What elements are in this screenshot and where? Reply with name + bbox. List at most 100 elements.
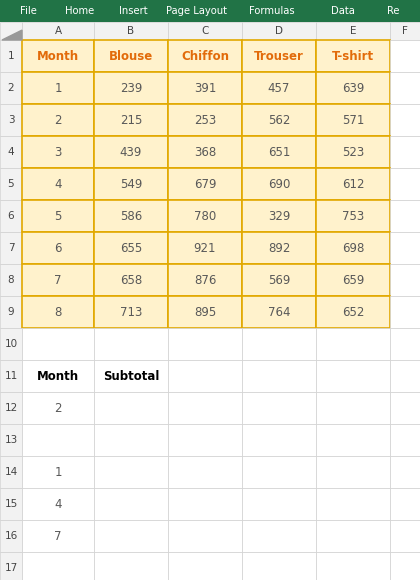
Bar [94, 104, 168, 136]
Bar [316, 520, 390, 552]
Bar [242, 328, 316, 360]
Bar [316, 40, 390, 72]
Bar [390, 168, 420, 200]
Text: Month: Month [37, 369, 79, 382]
Text: 13: 13 [4, 435, 18, 445]
Bar [0, 424, 22, 456]
Bar [316, 168, 390, 200]
Text: 4: 4 [54, 177, 62, 190]
Bar [94, 552, 168, 580]
Bar [168, 296, 242, 328]
Text: D: D [275, 26, 283, 36]
Bar [168, 328, 242, 360]
Bar [316, 264, 390, 296]
Bar [168, 264, 242, 296]
Bar [316, 296, 390, 328]
Bar [22, 104, 94, 136]
Bar [94, 40, 168, 72]
Bar [0, 520, 22, 552]
Text: 17: 17 [4, 563, 18, 573]
Text: 586: 586 [120, 209, 142, 223]
Text: Home: Home [66, 6, 94, 16]
Bar [242, 360, 316, 392]
Bar [0, 22, 22, 40]
Bar [0, 136, 22, 168]
Bar [0, 104, 22, 136]
Text: 698: 698 [342, 241, 364, 255]
Bar [22, 488, 94, 520]
Bar [0, 296, 22, 328]
Text: 895: 895 [194, 306, 216, 318]
Text: 391: 391 [194, 82, 216, 95]
Bar [94, 520, 168, 552]
Bar [22, 168, 94, 200]
Bar [316, 456, 390, 488]
Bar [242, 136, 316, 168]
Bar [0, 456, 22, 488]
Text: 876: 876 [194, 274, 216, 287]
Bar [94, 488, 168, 520]
Text: 892: 892 [268, 241, 290, 255]
Text: 7: 7 [54, 530, 62, 542]
Bar [168, 424, 242, 456]
Bar [0, 264, 22, 296]
Bar [22, 360, 94, 392]
Bar [22, 552, 94, 580]
Bar [168, 232, 242, 264]
Bar [390, 72, 420, 104]
Text: 7: 7 [54, 274, 62, 287]
Bar [390, 360, 420, 392]
Bar [94, 22, 168, 40]
Bar [22, 72, 94, 104]
Bar [0, 328, 22, 360]
Text: 549: 549 [120, 177, 142, 190]
Bar [316, 392, 390, 424]
Bar [316, 104, 390, 136]
Bar [22, 40, 94, 72]
Text: 8: 8 [54, 306, 62, 318]
Text: 713: 713 [120, 306, 142, 318]
Bar [168, 40, 242, 72]
Bar [168, 22, 242, 40]
Bar [22, 296, 94, 328]
Bar [390, 488, 420, 520]
Text: 439: 439 [120, 146, 142, 158]
Bar [390, 328, 420, 360]
Bar [0, 72, 22, 104]
Text: 652: 652 [342, 306, 364, 318]
Text: 3: 3 [54, 146, 62, 158]
Text: 5: 5 [8, 179, 14, 189]
Bar [242, 232, 316, 264]
Text: 639: 639 [342, 82, 364, 95]
Bar [242, 392, 316, 424]
Text: 2: 2 [54, 401, 62, 415]
Bar [94, 360, 168, 392]
Text: 764: 764 [268, 306, 290, 318]
Bar [94, 232, 168, 264]
Text: File: File [20, 6, 37, 16]
Bar [94, 264, 168, 296]
Text: 6: 6 [8, 211, 14, 221]
Text: 562: 562 [268, 114, 290, 126]
Text: 4: 4 [8, 147, 14, 157]
Bar [316, 72, 390, 104]
Bar [22, 328, 94, 360]
Bar [242, 264, 316, 296]
Bar [168, 72, 242, 104]
Text: 329: 329 [268, 209, 290, 223]
Text: 753: 753 [342, 209, 364, 223]
Bar [168, 456, 242, 488]
Text: 15: 15 [4, 499, 18, 509]
Text: 4: 4 [54, 498, 62, 510]
Text: 239: 239 [120, 82, 142, 95]
Bar [242, 520, 316, 552]
Bar [242, 104, 316, 136]
Bar [242, 72, 316, 104]
Text: 1: 1 [54, 466, 62, 478]
Text: 215: 215 [120, 114, 142, 126]
Bar [242, 488, 316, 520]
Bar [22, 456, 94, 488]
Bar [316, 232, 390, 264]
Bar [94, 72, 168, 104]
Bar [0, 168, 22, 200]
